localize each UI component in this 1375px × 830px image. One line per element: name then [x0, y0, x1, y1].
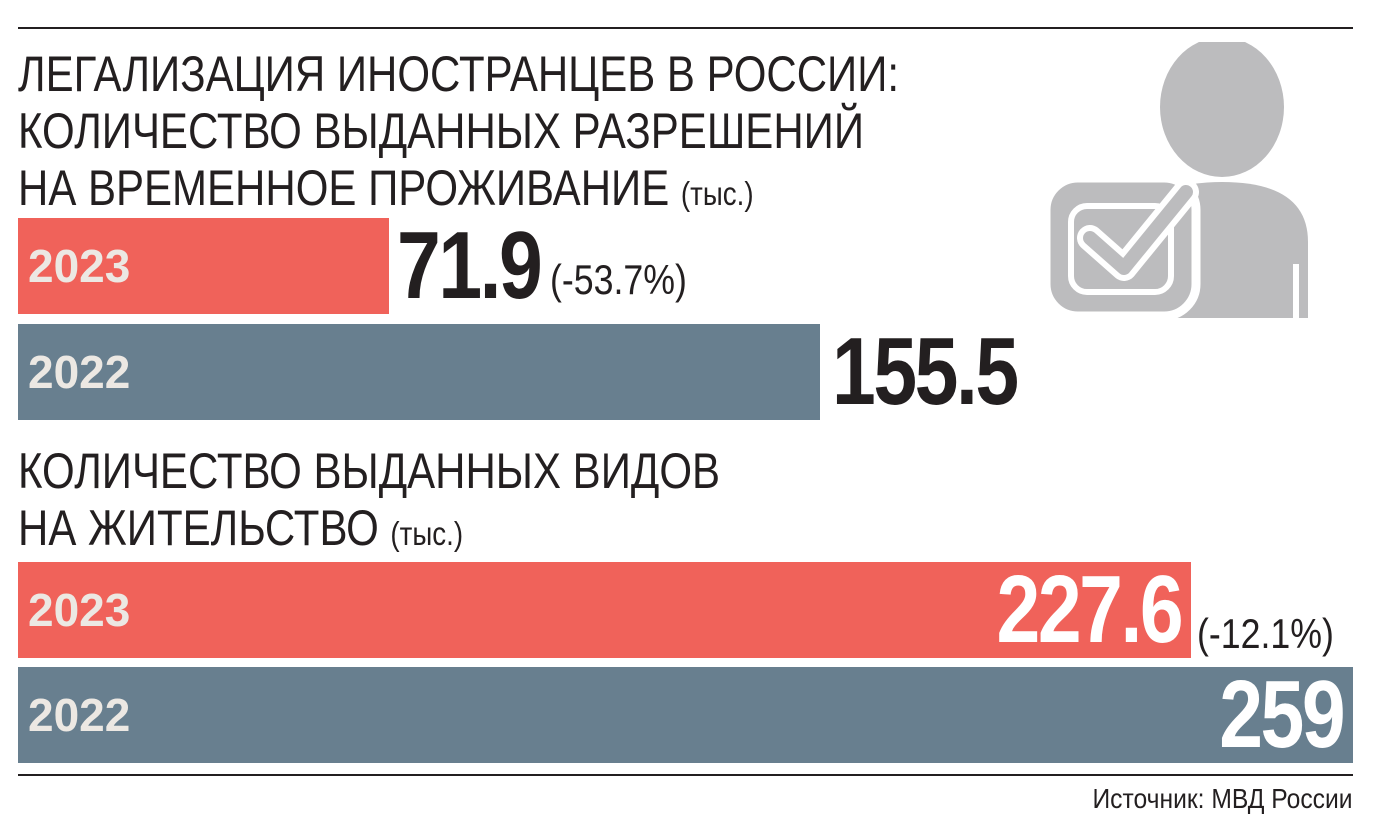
- person-head: [1160, 42, 1284, 177]
- change-label-section2-2023: (-12.1%): [1197, 610, 1334, 657]
- bar-section1-2022: 2022: [18, 324, 820, 420]
- person-checkmark-icon: [1041, 42, 1308, 321]
- section2-title-line-2-text: НА ЖИТЕЛЬСТВО: [18, 500, 379, 556]
- bar-section1-2022-year: 2022: [28, 346, 131, 398]
- source-note: Источник: МВД России: [1092, 783, 1353, 814]
- bar-section1-2023-year: 2023: [28, 240, 131, 292]
- bar-section2-2023: 2023 227.6: [18, 562, 1191, 658]
- bar-section2-2023-year: 2023: [28, 584, 131, 636]
- value-label-section1-2022: 155.5: [832, 318, 1019, 425]
- section2-unit: (тыс.): [390, 515, 464, 552]
- section1-title-line-3-text: НА ВРЕМЕННОЕ ПРОЖИВАНИЕ: [18, 160, 670, 216]
- top-rule: [18, 27, 1353, 29]
- section1-title-line-3: НА ВРЕМЕННОЕ ПРОЖИВАНИЕ (тыс.): [18, 160, 899, 222]
- bar-section2-2022: 2022 259: [18, 667, 1353, 763]
- section2-title: КОЛИЧЕСТВО ВЫДАННЫХ ВИДОВ НА ЖИТЕЛЬСТВО …: [18, 443, 720, 562]
- bar-section2-2022-year: 2022: [28, 689, 131, 741]
- section1-title-line-1: ЛЕГАЛИЗАЦИЯ ИНОСТРАНЦЕВ В РОССИИ:: [18, 46, 900, 102]
- change-label-section1-2023: (-53.7%): [550, 256, 688, 303]
- section1-title-line-2: КОЛИЧЕСТВО ВЫДАННЫХ РАЗРЕШЕНИЙ: [18, 103, 865, 159]
- section2-title-line-1: КОЛИЧЕСТВО ВЫДАННЫХ ВИДОВ: [18, 443, 721, 499]
- value-label-section2-2022: 259: [1219, 661, 1345, 768]
- value-label-section2-2023: 227.6: [996, 556, 1183, 663]
- section2-title-line-2: НА ЖИТЕЛЬСТВО (тыс.): [18, 500, 720, 562]
- check-box-inner: [1068, 203, 1174, 295]
- section1-unit: (тыс.): [680, 175, 754, 212]
- check-mark-fill: [1083, 185, 1193, 275]
- bar-section1-2023: 2023: [18, 218, 389, 314]
- bottom-rule: [18, 774, 1353, 776]
- value-label-section1-2023: 71.9: [397, 212, 543, 319]
- section1-title: ЛЕГАЛИЗАЦИЯ ИНОСТРАНЦЕВ В РОССИИ: КОЛИЧЕ…: [18, 46, 899, 222]
